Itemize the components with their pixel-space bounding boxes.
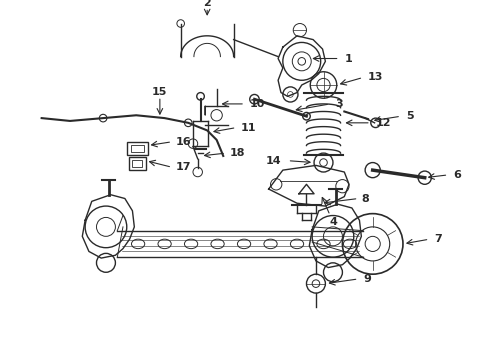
Text: 6: 6 (453, 170, 461, 180)
Text: 14: 14 (265, 156, 281, 166)
Text: 13: 13 (368, 72, 383, 82)
Bar (129, 157, 146, 170)
Bar (127, 142, 147, 155)
Bar (132, 160, 142, 167)
Text: 3: 3 (335, 99, 343, 109)
Text: 9: 9 (363, 274, 371, 284)
Text: 4: 4 (329, 217, 337, 227)
Text: 7: 7 (434, 234, 442, 244)
Text: 8: 8 (361, 194, 369, 203)
Text: 16: 16 (176, 137, 192, 147)
Text: 12: 12 (375, 118, 391, 128)
Text: 5: 5 (406, 111, 414, 121)
Text: 10: 10 (250, 99, 265, 109)
Text: 11: 11 (240, 122, 256, 132)
Text: 2: 2 (203, 0, 211, 8)
Text: 15: 15 (152, 87, 168, 96)
Text: 18: 18 (230, 148, 245, 158)
Text: 17: 17 (176, 162, 192, 172)
Text: 1: 1 (344, 54, 352, 63)
Bar (130, 145, 144, 152)
